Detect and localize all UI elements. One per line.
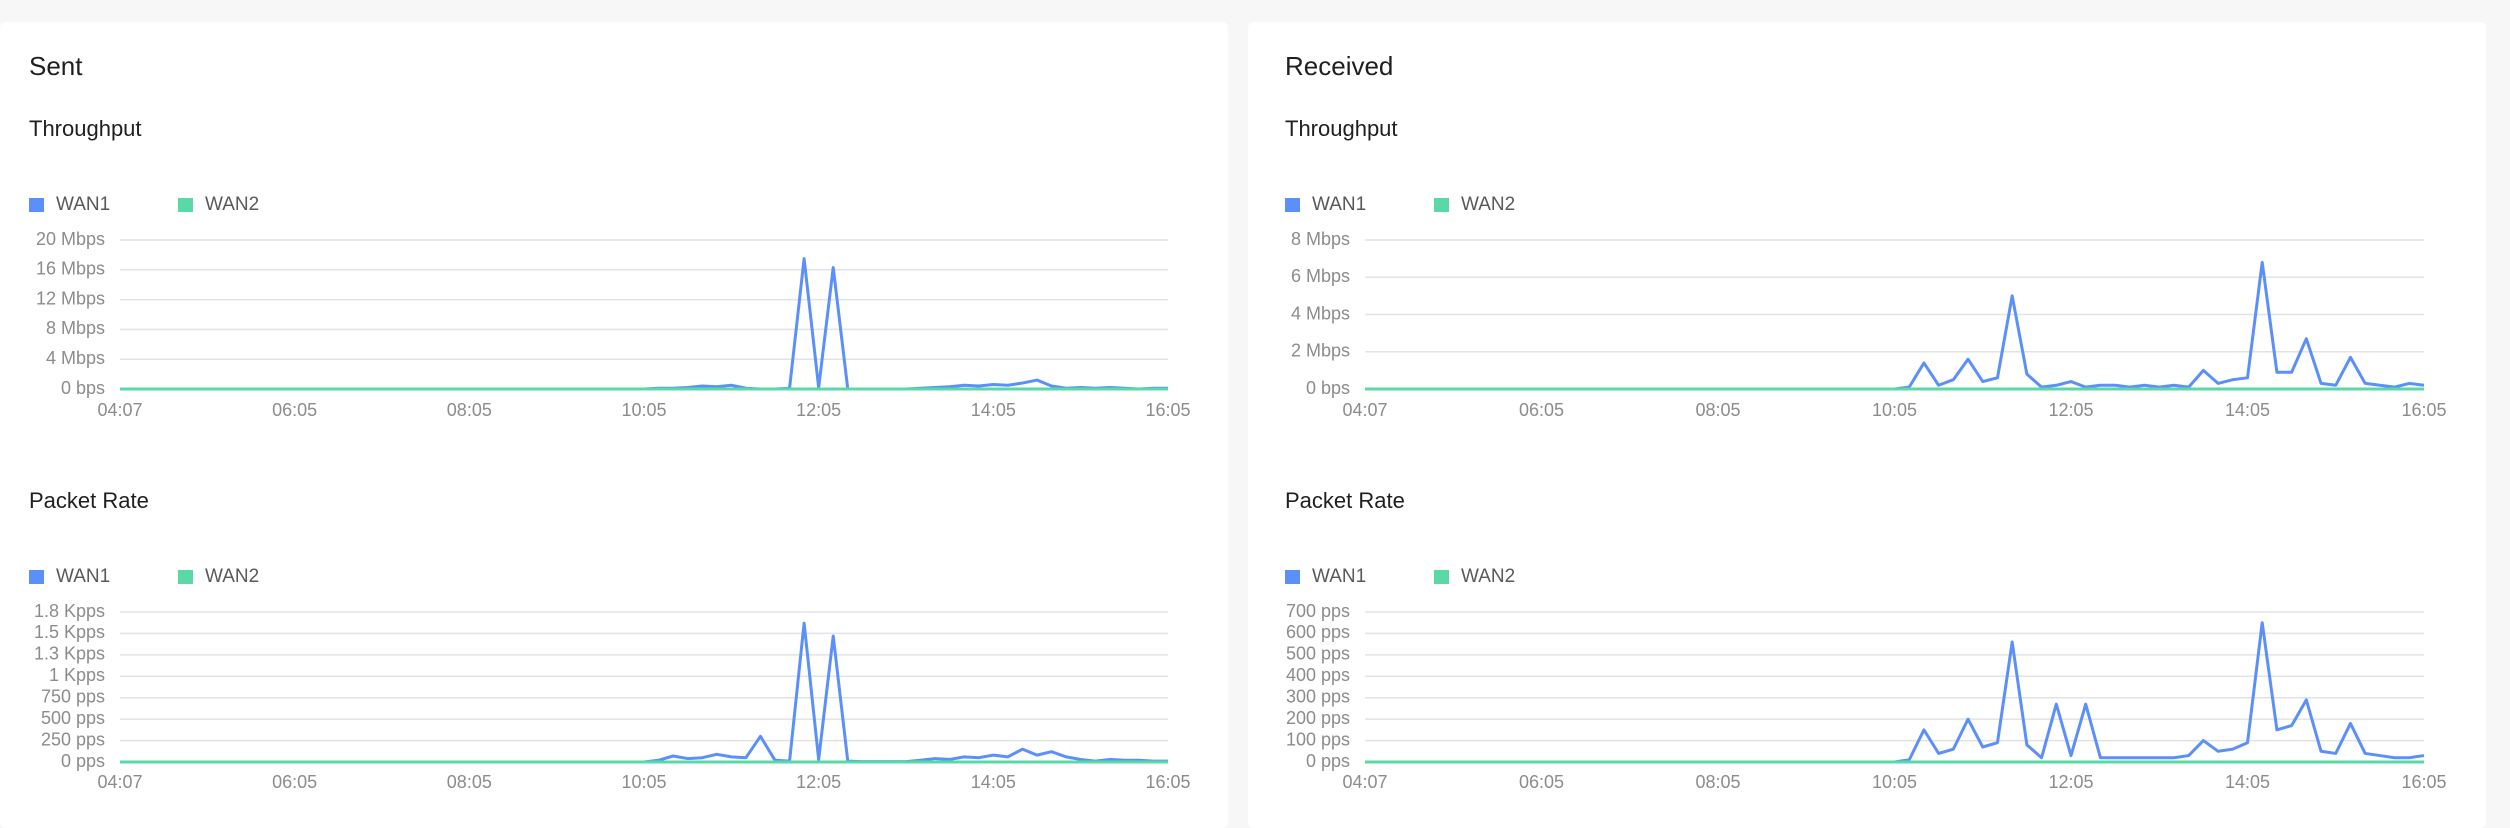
chart-title: Packet Rate [29,488,149,513]
x-tick-label: 06:05 [1519,772,1564,792]
legend-label: WAN2 [1461,566,1515,587]
y-tick-label: 100 pps [1286,729,1350,749]
y-tick-label: 1 Kpps [49,665,105,685]
y-tick-label: 2 Mbps [1291,341,1350,361]
y-tick-label: 0 pps [1306,751,1350,771]
y-tick-label: 500 pps [1286,644,1350,664]
chart-title: Throughput [1285,116,1398,141]
y-tick-label: 12 Mbps [36,288,105,308]
y-tick-label: 0 bps [1306,378,1350,398]
y-tick-label: 700 pps [1286,601,1350,621]
y-tick-label: 4 Mbps [46,348,105,368]
y-tick-label: 0 pps [61,751,105,771]
chart-title: Throughput [29,116,142,141]
x-tick-label: 04:07 [97,772,142,792]
x-tick-label: 06:05 [272,772,317,792]
panel-background [0,22,1228,828]
x-tick-label: 12:05 [2048,772,2093,792]
x-tick-label: 16:05 [1145,772,1190,792]
x-tick-label: 04:07 [1342,400,1387,420]
legend-label: WAN2 [205,566,259,587]
y-tick-label: 0 bps [61,378,105,398]
y-tick-label: 600 pps [1286,622,1350,642]
legend-label: WAN1 [56,194,110,215]
x-tick-label: 16:05 [2401,400,2446,420]
legend-swatch [29,570,44,584]
x-tick-label: 12:05 [2048,400,2093,420]
x-tick-label: 14:05 [971,772,1016,792]
x-tick-label: 16:05 [1145,400,1190,420]
y-tick-label: 1.8 Kpps [34,601,105,621]
y-tick-label: 20 Mbps [36,229,105,249]
panel-title: Sent [29,51,83,81]
x-tick-label: 10:05 [1872,400,1917,420]
x-tick-label: 10:05 [1872,772,1917,792]
y-tick-label: 1.5 Kpps [34,622,105,642]
x-tick-label: 06:05 [1519,400,1564,420]
y-tick-label: 400 pps [1286,665,1350,685]
y-tick-label: 500 pps [41,708,105,728]
legend-swatch [178,198,193,212]
x-tick-label: 12:05 [796,400,841,420]
y-tick-label: 750 pps [41,686,105,706]
legend-label: WAN1 [1312,194,1366,215]
x-tick-label: 10:05 [621,400,666,420]
y-tick-label: 300 pps [1286,686,1350,706]
x-tick-label: 04:07 [97,400,142,420]
y-tick-label: 16 Mbps [36,259,105,279]
y-tick-label: 250 pps [41,729,105,749]
legend-swatch [1285,570,1300,584]
legend-swatch [1285,198,1300,212]
panel-title: Received [1285,51,1393,81]
x-tick-label: 14:05 [971,400,1016,420]
legend-swatch [1434,570,1449,584]
x-tick-label: 14:05 [2225,772,2270,792]
x-tick-label: 08:05 [1695,400,1740,420]
chart-title: Packet Rate [1285,488,1405,513]
y-tick-label: 8 Mbps [1291,229,1350,249]
legend-label: WAN1 [1312,566,1366,587]
x-tick-label: 12:05 [796,772,841,792]
x-tick-label: 14:05 [2225,400,2270,420]
legend-label: WAN2 [1461,194,1515,215]
legend-label: WAN1 [56,566,110,587]
legend-swatch [1434,198,1449,212]
x-tick-label: 04:07 [1342,772,1387,792]
y-tick-label: 200 pps [1286,708,1350,728]
y-tick-label: 6 Mbps [1291,266,1350,286]
x-tick-label: 08:05 [447,400,492,420]
legend-swatch [178,570,193,584]
x-tick-label: 16:05 [2401,772,2446,792]
x-tick-label: 10:05 [621,772,666,792]
y-tick-label: 8 Mbps [46,318,105,338]
legend-label: WAN2 [205,194,259,215]
x-tick-label: 06:05 [272,400,317,420]
y-tick-label: 4 Mbps [1291,303,1350,323]
x-tick-label: 08:05 [1695,772,1740,792]
panel-background [1248,22,2486,828]
y-tick-label: 1.3 Kpps [34,644,105,664]
x-tick-label: 08:05 [447,772,492,792]
legend-swatch [29,198,44,212]
